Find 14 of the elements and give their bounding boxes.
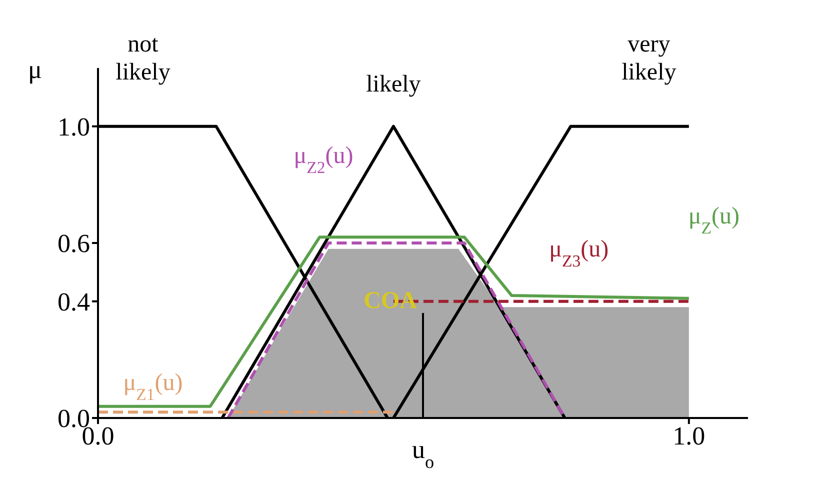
line-series xyxy=(98,236,690,408)
series-label: not likely xyxy=(116,31,170,86)
annotation: COA xyxy=(364,288,418,314)
text: μ$_{Z2}$(u) xyxy=(294,143,354,176)
y-tick-label: 0.4 xyxy=(58,288,90,317)
series-label: μ$_{Z1}$(u) xyxy=(123,370,183,404)
series-label: likely xyxy=(366,71,421,98)
y-tick-label: 1.0 xyxy=(58,112,90,142)
y-axis-title: μ xyxy=(28,55,42,84)
series-label: μ$_{Z3}$(u) xyxy=(549,236,609,270)
series-label: very likely xyxy=(622,31,676,86)
text: μ$_{Z}$(u) xyxy=(688,203,740,237)
ref-line-label: u$_{o}$ xyxy=(412,435,434,472)
y-tick-label: 0.6 xyxy=(58,229,90,258)
